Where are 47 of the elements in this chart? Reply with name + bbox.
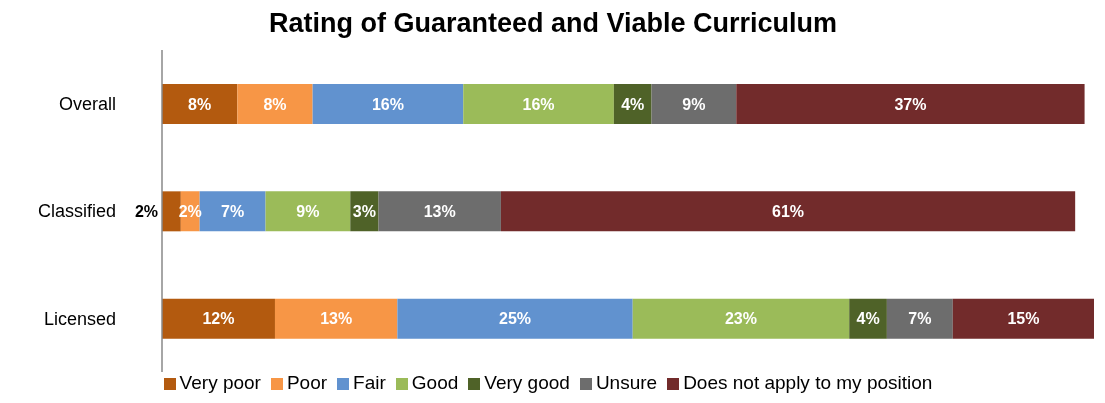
legend-label: Very good — [484, 372, 570, 393]
data-label: 16% — [522, 95, 555, 113]
data-label: 25% — [499, 310, 532, 328]
data-label: 37% — [894, 95, 927, 113]
bar — [632, 298, 850, 339]
legend-label: Poor — [286, 372, 328, 393]
y-tick-label: Classified — [37, 201, 116, 222]
bar — [736, 84, 1085, 124]
bar — [886, 298, 953, 339]
bar — [397, 298, 633, 339]
bar — [162, 84, 238, 124]
data-label: 7% — [908, 310, 932, 328]
data-label: 7% — [221, 202, 245, 220]
data-label: 12% — [202, 310, 235, 328]
bar — [274, 298, 398, 339]
data-label: 4% — [856, 310, 880, 328]
data-label: 8% — [263, 95, 287, 113]
bar — [312, 84, 464, 124]
data-label: 23% — [724, 310, 757, 328]
bar — [952, 298, 1094, 339]
legend-label: Unsure — [595, 372, 658, 393]
data-label: 61% — [772, 202, 805, 220]
legend-label: Does not apply to my position — [683, 372, 933, 393]
legend-label: Very poor — [179, 372, 261, 393]
bar — [378, 191, 501, 232]
legend-label: Good — [411, 372, 459, 393]
y-tick-label: Overall — [58, 94, 116, 115]
bar — [463, 84, 614, 124]
data-label: 15% — [1007, 310, 1040, 328]
data-label: 16% — [371, 95, 404, 113]
bar — [162, 298, 275, 339]
data-label: 9% — [682, 95, 706, 113]
bar — [651, 84, 737, 124]
y-tick-label: Licensed — [43, 308, 116, 329]
data-label: 4% — [621, 95, 645, 113]
bar — [265, 191, 351, 232]
bar — [500, 191, 1076, 232]
data-label: 9% — [296, 202, 320, 220]
bar — [237, 84, 313, 124]
data-label: 13% — [320, 310, 353, 328]
legend-label: Fair — [353, 372, 386, 393]
data-label: 3% — [352, 202, 376, 220]
data-label: 8% — [188, 95, 212, 113]
bar — [162, 191, 181, 232]
data-label: 13% — [423, 202, 456, 220]
data-label: 2% — [134, 202, 158, 220]
chart-title: Rating of Guaranteed and Viable Curriculum — [267, 8, 839, 40]
